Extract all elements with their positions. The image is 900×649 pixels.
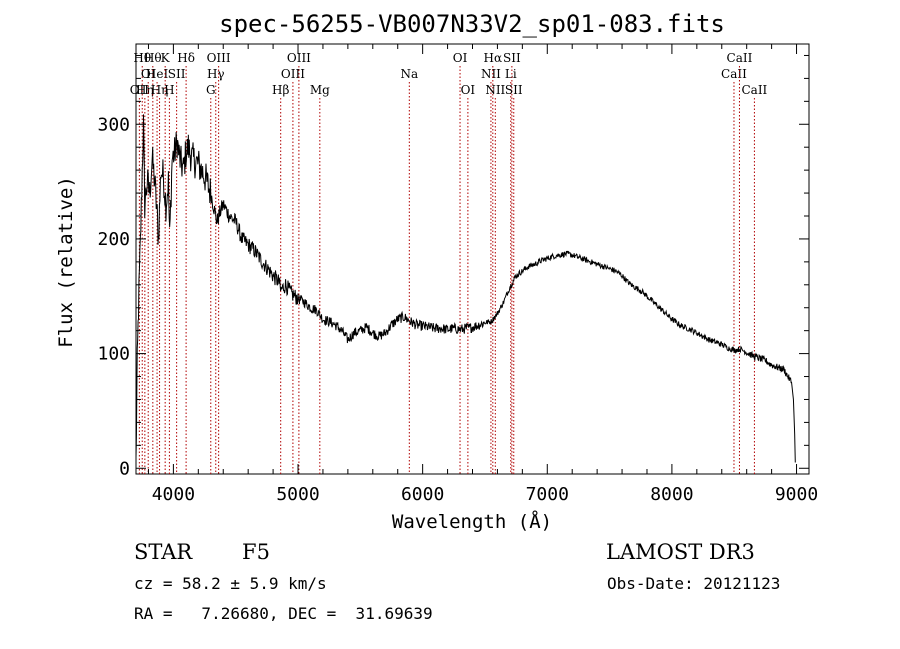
line-marker-label: Hδ: [177, 51, 195, 65]
line-marker-label: OI: [453, 51, 468, 65]
x-tick-label: 4000: [152, 484, 195, 505]
line-marker-label: Hβ: [272, 83, 289, 97]
line-marker-label: Hθ: [144, 51, 162, 65]
line-marker-label: Mg: [310, 83, 330, 97]
y-tick-label: 200: [97, 229, 130, 250]
spectrum-series: [135, 114, 796, 463]
line-marker-label: OIII: [281, 67, 305, 81]
line-marker-label: CaII: [727, 51, 753, 65]
line-marker-label: OII: [130, 83, 150, 97]
line-marker-label: Li: [505, 67, 517, 81]
object-subclass: F5: [242, 540, 270, 564]
line-marker-label: Hη: [136, 83, 154, 97]
y-tick-label: 300: [97, 114, 130, 135]
y-tick-label: 0: [119, 458, 130, 479]
line-marker-label: SII: [168, 67, 186, 81]
line-marker-label: G: [206, 83, 216, 97]
line-marker-label: Hα: [484, 51, 503, 65]
y-axis-label: Flux (relative): [55, 176, 77, 348]
line-marker-label: Hγ: [207, 67, 225, 81]
line-marker-label: NII: [481, 67, 501, 81]
x-tick-label: 6000: [401, 484, 444, 505]
x-tick-label: 7000: [526, 484, 569, 505]
x-tick-label: 5000: [276, 484, 319, 505]
line-marker-label: HeI: [146, 67, 169, 81]
line-marker-label: Hη: [151, 83, 169, 97]
line-marker-label: H: [164, 83, 174, 97]
x-tick-label: 8000: [650, 484, 693, 505]
object-class: STAR: [134, 540, 193, 564]
coordinates: RA = 7.26680, DEC = 31.69639: [134, 604, 433, 623]
line-marker-label: Na: [400, 67, 418, 81]
x-axis-label: Wavelength (Å): [392, 510, 552, 533]
line-marker-label: SII: [503, 51, 521, 65]
line-marker-label: OI: [141, 67, 156, 81]
line-marker-label: OIII: [287, 51, 311, 65]
emission-line-markers: OII Hθ Hη OI Hθ HeI Hη K H SII Hδ G Hγ OIII Hβ OIII OIII…: [130, 51, 768, 474]
survey-label: LAMOST DR3: [606, 540, 755, 564]
line-marker-label: OIII: [207, 51, 231, 65]
line-marker-label: OI: [461, 83, 476, 97]
line-marker-label: SII: [505, 83, 523, 97]
line-marker-label: CaII: [741, 83, 767, 97]
redshift-velocity: cz = 58.2 ± 5.9 km/s: [134, 574, 327, 593]
x-tick-label: 9000: [775, 484, 818, 505]
line-marker-label: Hθ: [133, 51, 151, 65]
line-marker-label: K: [161, 51, 171, 65]
axis-ticks: 4000 5000 6000 7000 8000 9000 0 100 200 300: [97, 44, 818, 505]
line-marker-label: CaII: [721, 67, 747, 81]
line-marker-label: NII: [485, 83, 505, 97]
observation-date: Obs-Date: 20121123: [607, 574, 781, 593]
y-tick-label: 100: [97, 344, 130, 365]
plot-frame: [135, 43, 810, 475]
spectrum-line: [135, 114, 796, 463]
chart-title: spec-56255-VB007N33V2_sp01-083.fits: [219, 10, 725, 38]
